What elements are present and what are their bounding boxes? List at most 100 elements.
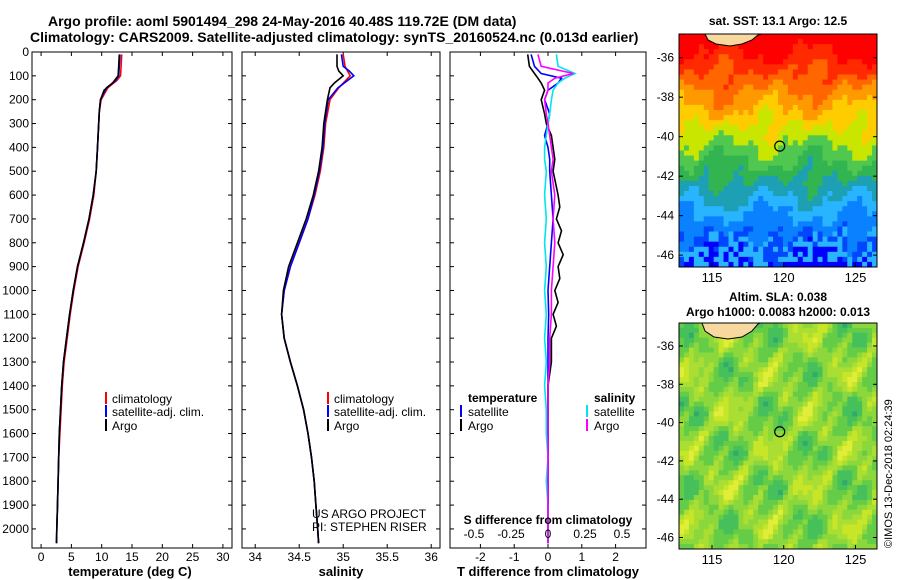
map-cell <box>758 104 764 111</box>
map-cell <box>679 401 685 407</box>
map-cell <box>738 377 744 383</box>
map-cell <box>778 485 784 491</box>
map-cell <box>862 226 868 232</box>
map-cell <box>832 323 838 329</box>
map-cell <box>782 165 789 172</box>
map-cell <box>713 509 719 516</box>
map-cell <box>698 377 705 383</box>
map-cell <box>773 79 779 86</box>
map-cell <box>753 49 759 55</box>
map-cell <box>852 499 858 506</box>
map-cell <box>847 64 853 70</box>
map-cell <box>679 120 685 126</box>
map-cell <box>693 64 700 70</box>
map-cell <box>857 396 863 403</box>
map-cell <box>797 323 804 329</box>
map-cell <box>862 534 868 540</box>
map-cell <box>698 211 705 217</box>
map-cell <box>822 165 828 172</box>
map-cell <box>748 445 754 452</box>
map-cell <box>872 74 878 80</box>
map-cell <box>842 54 848 60</box>
map-cell <box>703 386 710 393</box>
map-cell <box>802 125 809 131</box>
map-cell <box>872 54 878 60</box>
map-cell <box>753 135 759 141</box>
map-cell <box>703 460 710 466</box>
map-cell <box>782 470 789 476</box>
map-cell <box>753 539 759 545</box>
salinity-xlabel: salinity <box>319 564 365 579</box>
map-cell <box>827 421 833 427</box>
map-cell <box>802 54 809 60</box>
map-cell <box>758 221 764 227</box>
map-cell <box>867 49 873 55</box>
map-cell <box>862 514 868 520</box>
map-cell <box>698 411 705 417</box>
map-cell <box>847 490 853 496</box>
map-cell <box>723 509 729 516</box>
map-cell <box>792 185 799 192</box>
map-cell <box>872 241 878 248</box>
map-cell <box>758 115 764 121</box>
map-cell <box>787 352 794 358</box>
map-cell <box>753 125 759 131</box>
map-cell <box>758 160 764 167</box>
map-cell <box>698 470 705 476</box>
map-cell <box>867 406 873 412</box>
map-cell <box>837 99 843 106</box>
map-cell <box>872 499 878 506</box>
map-cell <box>817 89 823 96</box>
x-tick-label: 36 <box>425 550 439 564</box>
map-cell <box>778 125 784 131</box>
map-cell <box>847 120 853 126</box>
map-cell <box>832 445 838 452</box>
map-cell <box>703 490 710 496</box>
map-cell <box>782 357 789 363</box>
map-cell <box>683 440 690 447</box>
map-cell <box>832 185 838 192</box>
map-cell <box>802 332 809 339</box>
map-cell <box>852 49 858 55</box>
map-cell <box>852 470 858 476</box>
map-cell <box>847 226 853 232</box>
map-cell <box>743 470 749 476</box>
map-cell <box>778 352 784 358</box>
map-cell <box>718 115 724 121</box>
map-cell <box>807 241 814 248</box>
map-cell <box>703 79 710 86</box>
map-cell <box>817 140 823 146</box>
map-cell <box>763 221 769 227</box>
map-cell <box>847 342 853 348</box>
map-cell <box>683 386 690 393</box>
map-cell <box>862 155 868 162</box>
map-cell <box>723 544 729 550</box>
map-cell <box>837 332 843 339</box>
map-cell <box>778 480 784 486</box>
map-cell <box>867 450 873 457</box>
map-cell <box>872 59 878 65</box>
map-cell <box>728 145 734 151</box>
map-cell <box>743 211 749 217</box>
map-cell <box>773 261 779 268</box>
map-cell <box>688 109 695 116</box>
map-cell <box>723 175 729 182</box>
map-cell <box>857 401 863 407</box>
map-cell <box>698 386 705 393</box>
map-cell <box>763 504 769 511</box>
map-cell <box>768 485 774 491</box>
map-cell <box>713 236 719 243</box>
map-cell <box>842 406 848 412</box>
map-cell <box>748 170 754 177</box>
map-cell <box>778 64 784 70</box>
map-cell <box>743 99 749 106</box>
map-cell <box>753 544 759 550</box>
map-cell <box>847 450 853 457</box>
map-cell <box>812 519 818 525</box>
map-cell <box>723 89 729 96</box>
map-cell <box>862 436 868 442</box>
map-cell <box>832 347 838 353</box>
map-cell <box>748 401 754 407</box>
map-cell <box>728 386 734 393</box>
map-cell <box>679 342 685 348</box>
